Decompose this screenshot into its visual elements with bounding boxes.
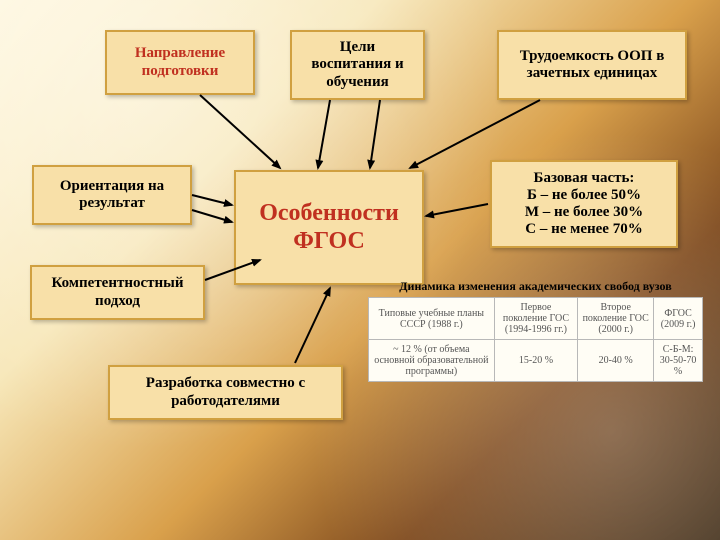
table-cell: 20-40 % [578,340,654,382]
node-label: Направление подготовки [113,45,247,80]
table-col-header: Типовые учебные планы СССР (1988 г.) [369,298,495,340]
arrow [318,100,330,168]
node-label: Разработка совместно с работодателями [116,375,335,410]
node-label: Компетентностный подход [38,275,197,310]
node-n5: Базовая часть: Б – не более 50% М – не б… [490,160,678,248]
center-box-label: Особенности ФГОС [242,200,416,255]
arrow [192,195,232,205]
node-n1: Направление подготовки [105,30,255,95]
table-col-header: ФГОС (2009 г.) [654,298,703,340]
table-body: ~ 12 % (от объема основной образовательн… [369,340,703,382]
node-label: Трудоемкость ООП в зачетных единицах [505,48,679,83]
arrow [370,100,380,168]
arrow [200,95,280,168]
arrow [410,100,540,168]
table-row: ~ 12 % (от объема основной образовательн… [369,340,703,382]
arrow [192,210,232,222]
node-n3: Трудоемкость ООП в зачетных единицах [497,30,687,100]
freedom-table-wrap: Динамика изменения академических свобод … [368,280,703,382]
arrow [295,288,330,363]
node-n4: Ориентация на результат [32,165,192,225]
node-n7: Разработка совместно с работодателями [108,365,343,420]
freedom-table: Типовые учебные планы СССР (1988 г.)Перв… [368,297,703,382]
center-box: Особенности ФГОС [234,170,424,285]
table-col-header: Второе поколение ГОС (2000 г.) [578,298,654,340]
table-cell: 15-20 % [494,340,577,382]
arrow [426,204,488,216]
node-n6: Компетентностный подход [30,265,205,320]
diagram-stage: Особенности ФГОС Направление подготовки Ц… [0,0,720,540]
freedom-table-title: Динамика изменения академических свобод … [368,280,703,293]
node-label: Базовая часть: Б – не более 50% М – не б… [525,170,643,239]
node-n2: Цели воспитания и обучения [290,30,425,100]
table-header-row: Типовые учебные планы СССР (1988 г.)Перв… [369,298,703,340]
table-cell: С-Б-М: 30-50-70 % [654,340,703,382]
node-label: Ориентация на результат [40,178,184,213]
table-col-header: Первое поколение ГОС (1994-1996 гг.) [494,298,577,340]
table-cell: ~ 12 % (от объема основной образовательн… [369,340,495,382]
node-label: Цели воспитания и обучения [298,39,417,91]
